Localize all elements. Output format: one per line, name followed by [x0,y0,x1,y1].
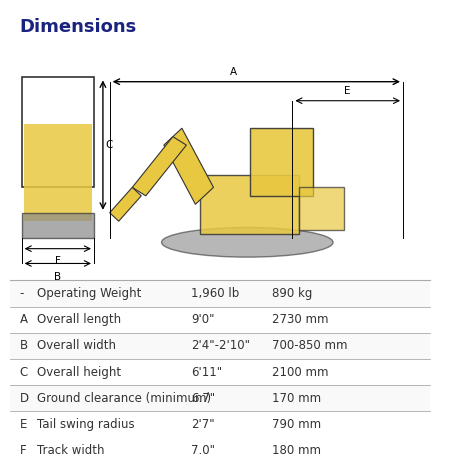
Text: 1,960 lb: 1,960 lb [191,287,239,300]
Text: F: F [55,256,61,266]
Text: B: B [20,340,28,352]
Text: F: F [20,444,26,454]
Text: Overall width: Overall width [38,340,117,352]
Bar [10,438,430,454]
Text: 890 kg: 890 kg [272,287,312,300]
Text: Dimensions: Dimensions [20,18,137,36]
Text: D: D [20,392,29,405]
Text: E: E [345,87,351,97]
Bar [22,78,94,188]
Text: 2730 mm: 2730 mm [272,313,329,326]
Text: A: A [230,68,237,78]
Text: 9'0": 9'0" [191,313,214,326]
Bar [200,175,299,234]
Polygon shape [132,137,187,196]
Text: B: B [54,272,61,282]
Text: -: - [20,287,24,300]
Bar [24,124,92,221]
Text: 2100 mm: 2100 mm [272,365,329,379]
Text: C: C [105,140,113,150]
Bar [10,385,430,411]
Text: Operating Weight: Operating Weight [38,287,142,300]
Bar [10,281,430,306]
Text: Ground clearance (minimum): Ground clearance (minimum) [38,392,212,405]
Bar [22,213,94,238]
Polygon shape [164,128,213,204]
Text: 170 mm: 170 mm [272,392,321,405]
Bar [250,128,313,196]
Ellipse shape [162,227,333,257]
Text: 7.0": 7.0" [191,444,215,454]
Text: A: A [20,313,27,326]
Text: Tail swing radius: Tail swing radius [38,418,135,431]
Text: 6.7": 6.7" [191,392,215,405]
Text: Overall length: Overall length [38,313,122,326]
Text: C: C [20,365,28,379]
Text: Track width: Track width [38,444,105,454]
Text: 700-850 mm: 700-850 mm [272,340,348,352]
Text: E: E [20,418,27,431]
Text: 2'4"-2'10": 2'4"-2'10" [191,340,250,352]
Text: 180 mm: 180 mm [272,444,321,454]
Polygon shape [110,188,141,221]
Bar [299,188,344,230]
Text: 6'11": 6'11" [191,365,222,379]
Bar [10,333,430,359]
Text: 790 mm: 790 mm [272,418,321,431]
Text: 2'7": 2'7" [191,418,215,431]
Text: Overall height: Overall height [38,365,122,379]
